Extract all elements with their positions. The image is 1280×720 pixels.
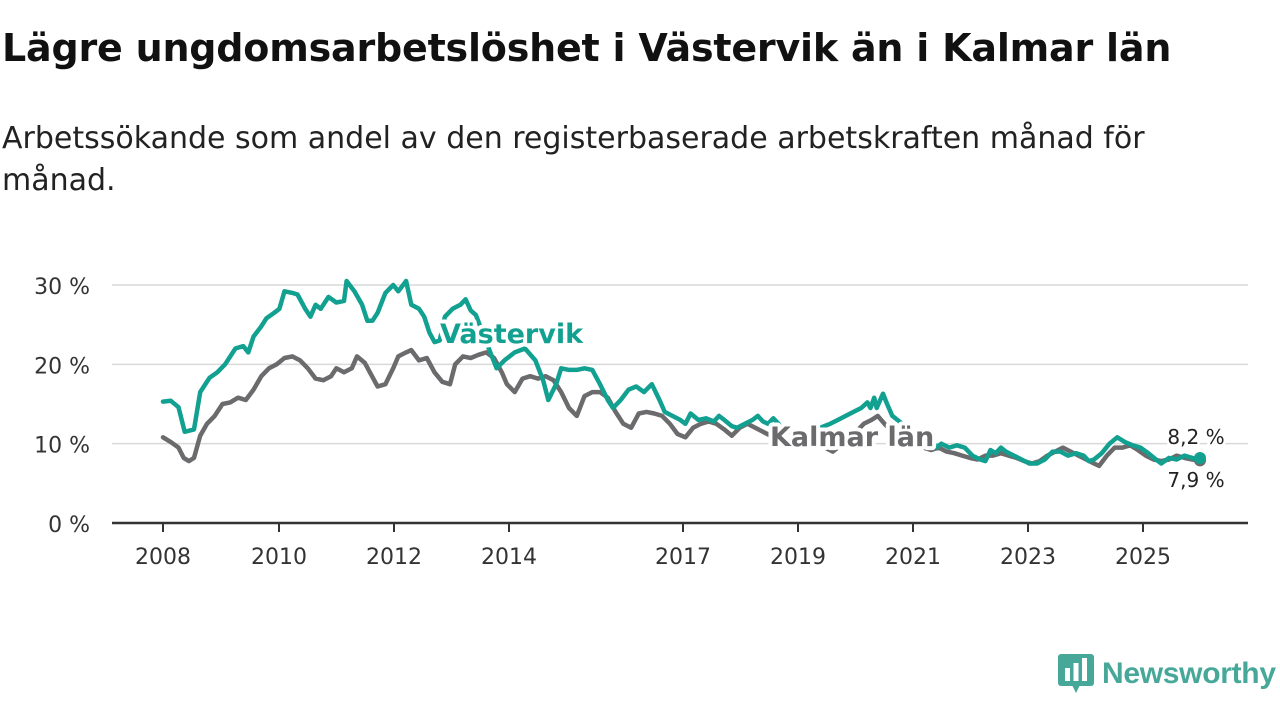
series-lines <box>160 278 1206 469</box>
x-tick-label: 2025 <box>1115 545 1171 570</box>
x-tick-label: 2010 <box>251 545 307 570</box>
series-label-vastervik: Västervik <box>440 319 584 350</box>
series-line-vastervik <box>160 278 1203 466</box>
newsworthy-chat-chart-icon <box>1058 654 1094 693</box>
x-tick-label: 2023 <box>1000 545 1056 570</box>
end-value-label: 8,2 % <box>1167 425 1224 449</box>
series-labels: Västervik Kalmar län 8,2 % 7,9 % <box>436 315 1227 495</box>
end-point <box>1194 451 1206 464</box>
y-tick-label: 20 % <box>34 354 90 379</box>
brand-name: Newsworthy <box>1102 657 1276 690</box>
x-tick-label: 2017 <box>655 545 711 570</box>
y-tick-label: 0 % <box>48 513 90 538</box>
chart-title: Lägre ungdomsarbetslöshet i Västervik än… <box>2 26 1172 70</box>
gridlines: 0 % 10 % 20 % 30 % <box>34 275 1248 538</box>
x-tick-label: 2008 <box>135 545 191 570</box>
y-tick-label: 10 % <box>34 434 90 459</box>
x-tick-label: 2019 <box>770 545 826 570</box>
x-tick-label: 2012 <box>366 545 422 570</box>
x-axis: 2008 2010 2012 2014 2017 2019 2021 2023 2025 <box>112 521 1248 570</box>
series-label-kalmar: Kalmar län <box>770 422 934 453</box>
chart-subtitle: Arbetssökande som andel av den registerb… <box>2 121 1145 198</box>
y-tick-label: 30 % <box>34 275 90 300</box>
newsworthy-logo: Newsworthy <box>1058 654 1276 694</box>
series-line-kalmar <box>160 347 1203 469</box>
x-tick-label: 2014 <box>481 545 537 570</box>
end-value-label: 7,9 % <box>1167 468 1224 492</box>
x-tick-label: 2021 <box>885 545 941 570</box>
